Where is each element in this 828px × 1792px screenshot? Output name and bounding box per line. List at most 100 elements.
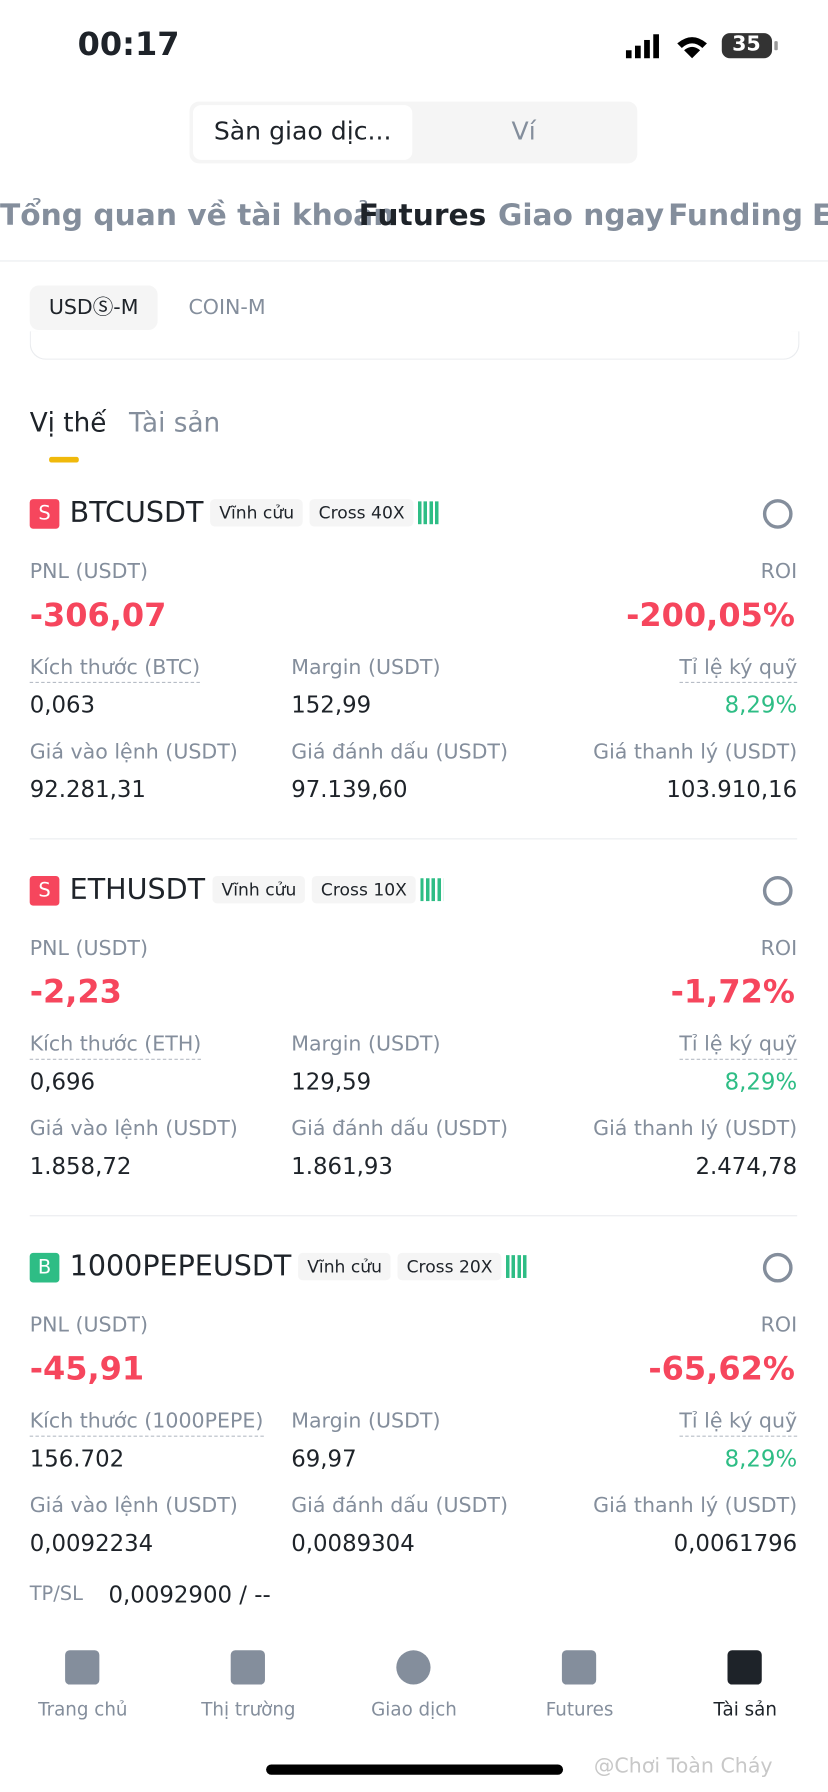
home-indicator xyxy=(266,1764,564,1775)
sub-tab[interactable]: USDⓈ-M xyxy=(29,285,158,331)
field-label: Kích thước (BTC) xyxy=(29,656,201,683)
status-time: 00:17 xyxy=(77,25,180,63)
divider xyxy=(29,838,798,840)
pnl-label: PNL (USDT) xyxy=(29,559,148,584)
strength-bars xyxy=(420,878,444,902)
field-label: Margin (USDT) xyxy=(291,1032,441,1057)
field-value: 0,063 xyxy=(29,690,96,719)
pnl-label: PNL (USDT) xyxy=(29,1313,148,1338)
field-label: Giá thanh lý (USDT) xyxy=(593,740,798,765)
field-label: Tỉ lệ ký quỹ xyxy=(679,656,798,683)
field-label: Giá thanh lý (USDT) xyxy=(593,1116,798,1141)
card-edge xyxy=(29,331,800,360)
tag: Vĩnh cửu xyxy=(212,875,306,904)
roi-label: ROI xyxy=(760,936,798,961)
roi: -65,62% xyxy=(648,1349,795,1388)
field-value: 0,0092234 xyxy=(29,1529,154,1557)
nav-icon[interactable] xyxy=(727,1650,762,1685)
field-value: 1.861,93 xyxy=(291,1152,393,1180)
strength-bars xyxy=(417,501,441,525)
nav-icon[interactable] xyxy=(396,1650,431,1685)
top-tab[interactable]: Futures xyxy=(358,198,487,233)
field-value: 69,97 xyxy=(291,1444,357,1473)
field-value: 92.281,31 xyxy=(29,775,146,803)
symbol: BTCUSDT xyxy=(69,495,204,529)
nav-label[interactable]: Tài sản xyxy=(713,1698,777,1720)
strength-bars xyxy=(505,1255,529,1278)
field-value: 1.858,72 xyxy=(29,1152,132,1180)
field-value: 156.702 xyxy=(29,1444,125,1473)
field-value: 8,29% xyxy=(724,1067,798,1096)
share-button[interactable] xyxy=(762,875,793,906)
tab-indicator xyxy=(49,456,79,463)
pnl-label: PNL (USDT) xyxy=(29,936,148,961)
field-value: 97.139,60 xyxy=(291,775,408,803)
symbol: ETHUSDT xyxy=(69,872,206,906)
field-label: Tỉ lệ ký quỹ xyxy=(679,1032,798,1060)
field-value: 0,0089304 xyxy=(291,1529,415,1557)
tag: Cross 40X xyxy=(309,499,414,527)
roi: -200,05% xyxy=(626,596,795,634)
top-tab[interactable]: Giao ngay xyxy=(497,198,665,233)
pnl: -2,23 xyxy=(29,973,122,1011)
top-tab[interactable]: E xyxy=(812,199,828,233)
side-badge: S xyxy=(29,875,60,906)
side-badge: S xyxy=(29,499,60,529)
tag: Cross 10X xyxy=(311,875,416,904)
nav-label[interactable]: Giao dịch xyxy=(371,1698,457,1720)
nav-icon[interactable] xyxy=(561,1650,597,1685)
battery-level: 35 xyxy=(732,31,761,56)
field-label: Giá vào lệnh (USDT) xyxy=(29,740,238,765)
share-button[interactable] xyxy=(762,499,793,529)
pnl: -306,07 xyxy=(29,596,167,634)
roi: -1,72% xyxy=(670,973,795,1011)
pnl: -45,91 xyxy=(29,1349,145,1388)
field-value: 129,59 xyxy=(291,1067,372,1096)
field-label: Giá vào lệnh (USDT) xyxy=(29,1116,238,1141)
tpsl-value: 0,0092900 / -- xyxy=(108,1580,271,1609)
divider xyxy=(29,1215,798,1217)
nav-icon[interactable] xyxy=(65,1650,100,1685)
field-label: Margin (USDT) xyxy=(291,655,441,680)
field-value: 8,29% xyxy=(724,690,798,719)
position-tab[interactable]: Tài sản xyxy=(129,408,221,439)
segment-item[interactable]: Ví xyxy=(511,117,536,147)
tpsl-label: TP/SL xyxy=(29,1582,83,1606)
tag: Cross 20X xyxy=(397,1252,502,1281)
field-value: 103.910,16 xyxy=(666,775,798,803)
field-label: Giá đánh dấu (USDT) xyxy=(291,1493,508,1518)
position-tab[interactable]: Vị thế xyxy=(29,408,107,439)
field-value: 0,696 xyxy=(29,1067,96,1096)
top-tab[interactable]: Funding xyxy=(668,198,804,233)
nav-label[interactable]: Futures xyxy=(545,1698,614,1720)
field-label: Margin (USDT) xyxy=(291,1409,441,1434)
field-label: Giá đánh dấu (USDT) xyxy=(291,740,508,765)
field-label: Tỉ lệ ký quỹ xyxy=(679,1409,798,1437)
roi-label: ROI xyxy=(760,559,798,584)
field-label: Giá đánh dấu (USDT) xyxy=(291,1116,508,1141)
tag: Vĩnh cửu xyxy=(298,1252,392,1281)
watermark: @Chơi Toàn Cháy xyxy=(593,1754,773,1779)
side-badge: B xyxy=(29,1252,60,1283)
tag: Vĩnh cửu xyxy=(210,499,304,527)
field-label: Giá thanh lý (USDT) xyxy=(593,1493,798,1518)
nav-icon[interactable] xyxy=(230,1650,265,1685)
share-button[interactable] xyxy=(762,1252,793,1283)
symbol: 1000PEPEUSDT xyxy=(69,1249,292,1283)
field-value: 8,29% xyxy=(724,1444,798,1473)
roi-label: ROI xyxy=(760,1313,798,1338)
field-label: Kích thước (ETH) xyxy=(29,1032,202,1060)
divider xyxy=(0,260,828,262)
field-value: 2.474,78 xyxy=(695,1152,798,1180)
field-label: Giá vào lệnh (USDT) xyxy=(29,1493,238,1518)
status-icons xyxy=(625,33,778,59)
nav-label[interactable]: Trang chủ xyxy=(38,1698,128,1720)
field-value: 0,0061796 xyxy=(673,1529,798,1557)
top-tab[interactable]: Tổng quan về tài khoản xyxy=(0,198,395,233)
segment-item[interactable]: Sàn giao dịc... xyxy=(193,105,413,160)
nav-label[interactable]: Thị trường xyxy=(201,1698,296,1720)
sub-tab[interactable]: COIN-M xyxy=(188,295,266,320)
